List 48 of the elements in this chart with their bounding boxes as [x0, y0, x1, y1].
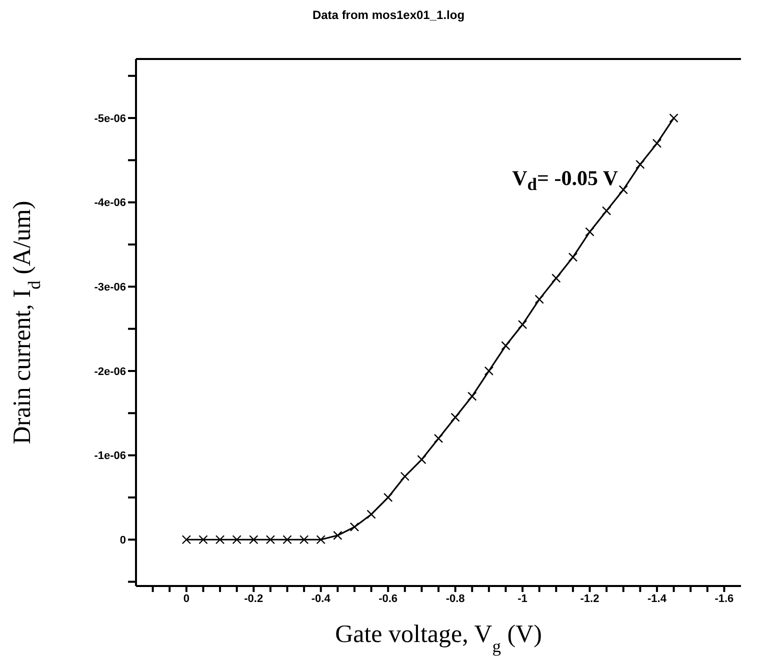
point [299, 535, 309, 544]
point [232, 535, 242, 544]
point [316, 535, 326, 544]
point [350, 522, 360, 532]
x-tick-label: -0.8 [446, 592, 465, 605]
point [602, 206, 612, 216]
point [182, 535, 192, 544]
point [652, 138, 662, 148]
x-axis-title: Gate voltage, V$_{g}$ (V) [335, 621, 542, 656]
y-tick-label: -4e-06 [94, 197, 126, 210]
point [249, 535, 258, 544]
point [333, 530, 342, 540]
point [518, 320, 528, 330]
point [400, 472, 410, 481]
chart-subtitle: Data from mos1ex01_1.log [311, 8, 466, 24]
point [636, 160, 645, 169]
point [266, 535, 276, 544]
point [366, 510, 376, 519]
y-tick-label: -5e-06 [94, 112, 126, 125]
point [552, 274, 561, 283]
point [484, 366, 494, 376]
point [501, 341, 510, 350]
annotation: V$_{d}$= -0.05 V [511, 166, 618, 196]
point [215, 535, 225, 544]
x-tick-label: -0.6 [378, 592, 398, 605]
y-tick-label: -3e-06 [94, 282, 126, 294]
point [568, 252, 578, 262]
x-tick-label: 0 [183, 592, 190, 605]
x-tick-label: -1 [518, 592, 528, 605]
point [450, 412, 460, 422]
x-tick-label: -0.2 [244, 592, 264, 605]
y-tick-label: -2e-06 [94, 366, 126, 378]
x-tick-label: -1.6 [714, 592, 734, 605]
point [585, 227, 594, 236]
point [383, 492, 393, 502]
x-tick-label: -0.4 [311, 592, 332, 605]
y-tick-label: 0 [120, 534, 126, 547]
point [434, 434, 444, 444]
point [468, 392, 477, 401]
y-tick-label: -1e-06 [94, 450, 126, 462]
x-tick-label: -1.4 [647, 592, 668, 605]
point [417, 454, 426, 464]
point [282, 535, 292, 544]
point [198, 535, 208, 544]
point [534, 294, 544, 304]
point [669, 113, 678, 123]
point [618, 185, 628, 194]
x-tick-label: -1.2 [580, 592, 600, 605]
